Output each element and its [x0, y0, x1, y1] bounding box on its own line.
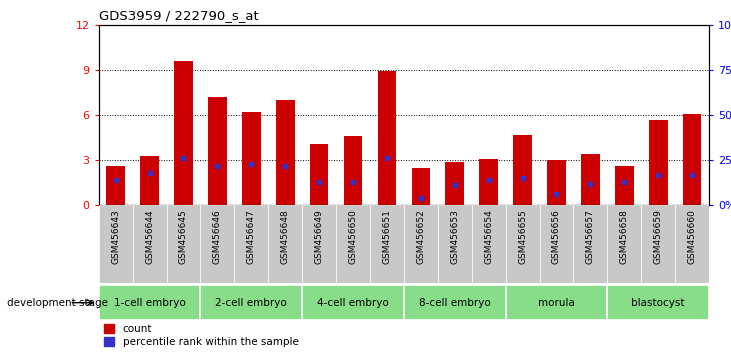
- Text: development stage: development stage: [7, 298, 108, 308]
- Text: GSM456644: GSM456644: [145, 209, 154, 264]
- Text: GSM456654: GSM456654: [484, 209, 493, 264]
- Text: GSM456659: GSM456659: [654, 209, 663, 264]
- Bar: [132, 205, 167, 283]
- Bar: [438, 205, 471, 283]
- Text: GSM456650: GSM456650: [349, 209, 357, 264]
- Bar: [174, 61, 193, 205]
- Text: 8-cell embryo: 8-cell embryo: [419, 298, 491, 308]
- Bar: [641, 205, 675, 283]
- Bar: [140, 156, 159, 205]
- Bar: [302, 285, 404, 320]
- Text: 2-cell embryo: 2-cell embryo: [216, 298, 287, 308]
- Text: GSM456648: GSM456648: [281, 209, 289, 264]
- Text: GSM456647: GSM456647: [247, 209, 256, 264]
- Text: GDS3959 / 222790_s_at: GDS3959 / 222790_s_at: [99, 9, 259, 22]
- Text: GSM456649: GSM456649: [314, 209, 324, 264]
- Bar: [404, 205, 438, 283]
- Bar: [378, 72, 396, 205]
- Bar: [649, 120, 667, 205]
- Bar: [208, 97, 227, 205]
- Bar: [506, 285, 607, 320]
- Bar: [471, 205, 506, 283]
- Legend: count, percentile rank within the sample: count, percentile rank within the sample: [104, 324, 298, 347]
- Bar: [547, 160, 566, 205]
- Bar: [200, 285, 302, 320]
- Bar: [302, 205, 336, 283]
- Bar: [675, 205, 709, 283]
- Text: 1-cell embryo: 1-cell embryo: [114, 298, 186, 308]
- Bar: [106, 166, 125, 205]
- Bar: [344, 136, 363, 205]
- Bar: [404, 285, 506, 320]
- Bar: [235, 205, 268, 283]
- Bar: [615, 166, 634, 205]
- Bar: [683, 114, 702, 205]
- Bar: [573, 205, 607, 283]
- Bar: [310, 144, 328, 205]
- Bar: [506, 205, 539, 283]
- Text: GSM456645: GSM456645: [179, 209, 188, 264]
- Text: GSM456653: GSM456653: [450, 209, 459, 264]
- Text: GSM456657: GSM456657: [586, 209, 595, 264]
- Text: GSM456643: GSM456643: [111, 209, 120, 264]
- Bar: [276, 100, 295, 205]
- Text: GSM456656: GSM456656: [552, 209, 561, 264]
- Bar: [445, 162, 464, 205]
- Bar: [480, 159, 498, 205]
- Text: GSM456660: GSM456660: [688, 209, 697, 264]
- Text: GSM456646: GSM456646: [213, 209, 222, 264]
- Text: morula: morula: [538, 298, 575, 308]
- Bar: [200, 205, 235, 283]
- Bar: [607, 285, 709, 320]
- Bar: [336, 205, 370, 283]
- Bar: [412, 168, 430, 205]
- Bar: [268, 205, 302, 283]
- Text: GSM456655: GSM456655: [518, 209, 527, 264]
- Text: 4-cell embryo: 4-cell embryo: [317, 298, 389, 308]
- Bar: [513, 135, 532, 205]
- Bar: [581, 154, 599, 205]
- Bar: [607, 205, 641, 283]
- Bar: [99, 285, 200, 320]
- Text: blastocyst: blastocyst: [632, 298, 685, 308]
- Bar: [370, 205, 404, 283]
- Bar: [242, 112, 261, 205]
- Bar: [167, 205, 200, 283]
- Text: GSM456658: GSM456658: [620, 209, 629, 264]
- Text: GSM456651: GSM456651: [382, 209, 391, 264]
- Bar: [539, 205, 573, 283]
- Bar: [99, 205, 132, 283]
- Text: GSM456652: GSM456652: [417, 209, 425, 264]
